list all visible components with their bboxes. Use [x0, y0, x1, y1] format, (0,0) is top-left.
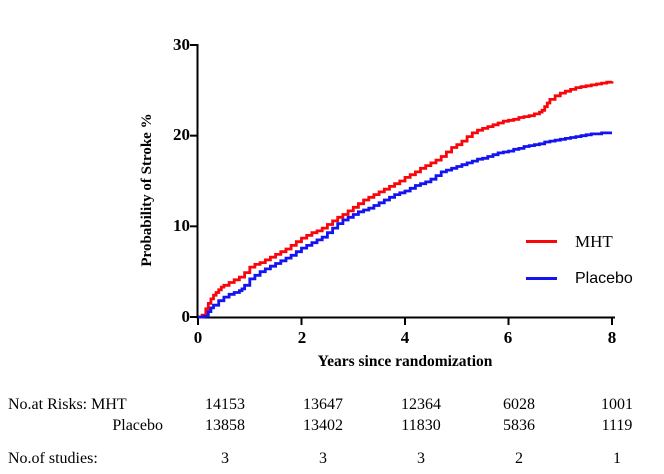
y-tick-label-10: 10: [173, 216, 190, 235]
survival-curves: [198, 80, 614, 319]
legend-label-mht: MHT: [575, 232, 613, 251]
curve-mht: [198, 80, 614, 319]
risk-value: 13647: [303, 396, 343, 413]
studies-value: 1: [613, 450, 621, 467]
risk-value: 12364: [401, 396, 441, 413]
studies-row-label: No.of studies:: [8, 450, 98, 467]
x-tick-label-8: 8: [607, 328, 617, 347]
risk-value: 14153: [205, 396, 245, 413]
curve-placebo: [198, 131, 612, 319]
x-tick-label-2: 2: [297, 328, 307, 347]
risk-value: 5836: [503, 417, 535, 434]
x-tick-label-0: 0: [193, 328, 203, 347]
risk-value: 6028: [503, 396, 535, 413]
legend: [526, 240, 557, 243]
risk-value: 1001: [601, 396, 633, 413]
legend-line-mht: [526, 240, 557, 243]
axis-tick-marks: [190, 43, 613, 325]
y-tick-label-0: 0: [181, 307, 191, 326]
studies-value: 2: [515, 450, 523, 467]
plot-axes: [196, 44, 615, 319]
y-axis-title: Probability of Stroke %: [139, 113, 155, 267]
x-tick-label-6: 6: [503, 328, 513, 347]
x-axis-title: Years since randomization: [317, 353, 493, 370]
risk-row-mht: 14153 13647 12364 6028 1001: [176, 396, 664, 414]
y-tick-label-20: 20: [173, 125, 190, 144]
y-tick-label-30: 30: [173, 35, 190, 54]
studies-row: 3 3 3 2 1: [176, 450, 664, 468]
legend-label-placebo: Placebo: [575, 270, 633, 287]
studies-value: 3: [417, 450, 425, 467]
legend-entry-placebo: [526, 277, 557, 280]
legend-line-placebo: [526, 277, 557, 280]
risk-row-label-mht: No.at Risks: MHT: [8, 396, 127, 413]
risk-value: 13402: [303, 417, 343, 434]
risk-value: 1119: [601, 417, 633, 434]
studies-value: 3: [221, 450, 229, 467]
risk-value: 11830: [401, 417, 441, 434]
studies-value: 3: [319, 450, 327, 467]
risk-row-label-placebo: Placebo: [112, 417, 163, 434]
risk-value: 13858: [205, 417, 245, 434]
x-tick-label-4: 4: [400, 328, 410, 347]
risk-row-placebo: 13858 13402 11830 5836 1119: [176, 417, 664, 435]
